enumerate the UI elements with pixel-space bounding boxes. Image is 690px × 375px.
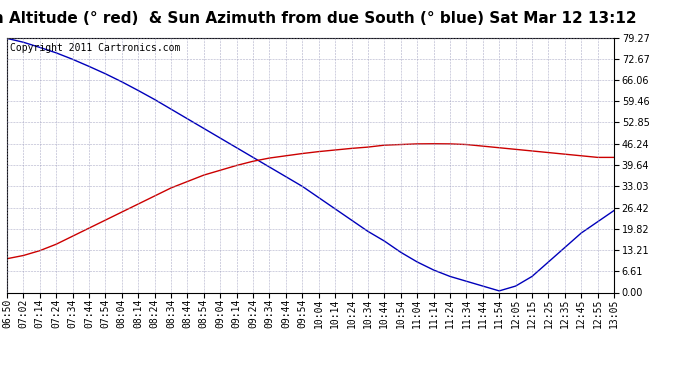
Text: Copyright 2011 Cartronics.com: Copyright 2011 Cartronics.com bbox=[10, 43, 180, 52]
Text: Sun Altitude (° red)  & Sun Azimuth from due South (° blue) Sat Mar 12 13:12: Sun Altitude (° red) & Sun Azimuth from … bbox=[0, 11, 636, 26]
